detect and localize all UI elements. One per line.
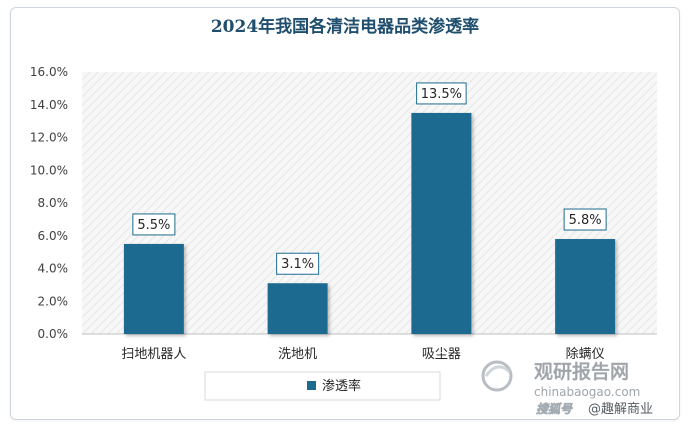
data-label: 3.1% bbox=[281, 257, 314, 272]
chart-title: 2024年我国各清洁电器品类渗透率 bbox=[210, 17, 480, 37]
bar bbox=[411, 112, 472, 334]
watermark-source-tag: 搜狐号 bbox=[536, 402, 573, 416]
watermark-logo-swoosh-icon bbox=[484, 365, 512, 377]
data-label-box bbox=[563, 208, 607, 231]
data-label: 5.5% bbox=[137, 218, 170, 233]
data-label: 13.5% bbox=[421, 87, 462, 102]
watermark-brand: 观研报告网 bbox=[534, 360, 629, 383]
watermark-url: chinabaogao.com bbox=[534, 385, 640, 399]
watermark-logo-icon bbox=[481, 360, 513, 392]
watermark-source-name: @趣解商业 bbox=[588, 402, 653, 417]
y-tick-label: 14.0% bbox=[30, 98, 68, 112]
x-tick-label: 扫地机器人 bbox=[121, 347, 186, 362]
x-tick-label: 除螨仪 bbox=[566, 347, 605, 362]
data-label-box bbox=[132, 213, 176, 236]
x-tick-label: 洗地机 bbox=[278, 347, 317, 362]
y-tick-label: 0.0% bbox=[38, 327, 69, 341]
y-tick-label: 10.0% bbox=[30, 163, 68, 177]
y-tick-label: 4.0% bbox=[38, 262, 69, 276]
y-tick-label: 16.0% bbox=[30, 65, 68, 79]
bar bbox=[555, 239, 616, 334]
y-tick-label: 8.0% bbox=[38, 196, 69, 210]
legend-swatch bbox=[307, 381, 316, 390]
bar bbox=[267, 283, 328, 334]
legend-label: 渗透率 bbox=[322, 378, 361, 394]
legend-box bbox=[204, 371, 441, 401]
y-tick-label: 2.0% bbox=[38, 294, 69, 308]
data-label-box bbox=[416, 82, 467, 105]
y-tick-label: 12.0% bbox=[30, 131, 68, 145]
data-label: 5.8% bbox=[569, 213, 602, 228]
x-tick-label: 吸尘器 bbox=[422, 347, 461, 362]
data-label-box bbox=[276, 252, 320, 275]
bar bbox=[123, 243, 184, 334]
y-tick-label: 6.0% bbox=[38, 229, 69, 243]
